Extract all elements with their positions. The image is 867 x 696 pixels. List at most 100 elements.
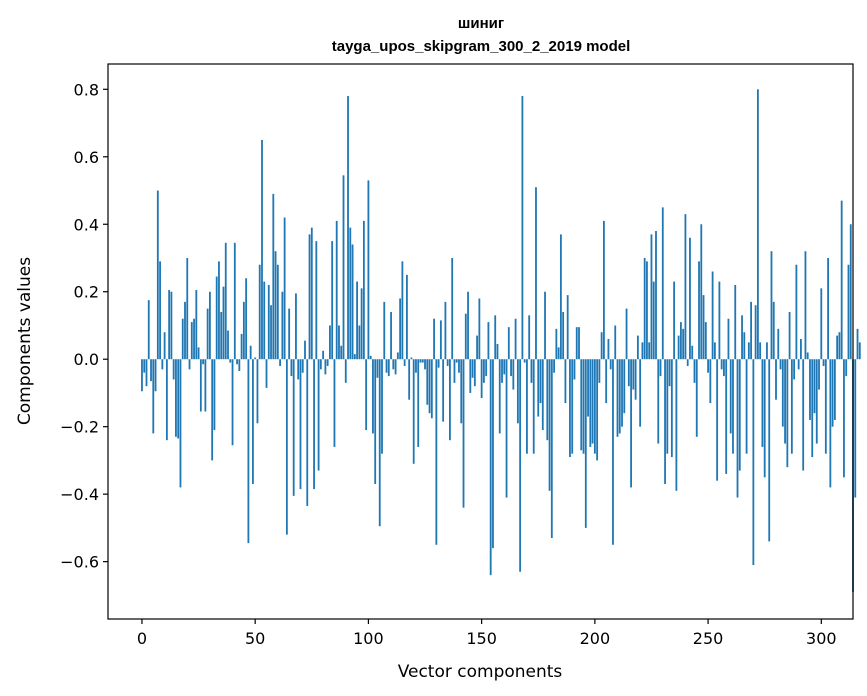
bar-component-236 [675, 359, 678, 491]
bar-component-297 [813, 359, 816, 414]
bar-component-254 [716, 359, 719, 481]
bar-component-221 [641, 342, 644, 360]
bar-component-275 [763, 359, 766, 478]
bar-component-113 [396, 352, 399, 360]
bar-component-135 [446, 359, 449, 366]
bar-component-136 [449, 359, 451, 441]
bar-component-14 [172, 359, 175, 380]
bar-component-199 [591, 359, 594, 444]
bar-component-276 [766, 342, 768, 360]
y-tick-label: −0.2 [60, 418, 99, 437]
bar-component-3 [147, 300, 150, 360]
bar-component-306 [833, 359, 836, 420]
bar-component-30 [208, 291, 211, 360]
bar-component-109 [387, 359, 390, 377]
bar-component-272 [756, 89, 759, 360]
bar-component-300 [820, 288, 823, 360]
bar-component-71 [301, 359, 304, 373]
bar-component-86 [335, 220, 338, 360]
bar-component-214 [625, 308, 628, 360]
bar-component-38 [227, 330, 229, 360]
bar-component-223 [646, 261, 648, 360]
bar-component-207 [609, 359, 612, 370]
bar-component-210 [616, 359, 619, 437]
bar-component-317 [858, 342, 861, 360]
bar-component-120 [412, 359, 415, 464]
bar-component-72 [304, 340, 306, 360]
bar-component-8 [159, 261, 161, 360]
bar-component-76 [313, 359, 315, 490]
bar-component-6 [154, 359, 157, 392]
bar-component-288 [793, 359, 796, 380]
bar-component-219 [636, 335, 639, 360]
bar-component-21 [188, 359, 191, 370]
bar-component-215 [627, 359, 630, 387]
bar-component-249 [704, 322, 707, 360]
bar-component-23 [193, 318, 195, 360]
bar-component-202 [598, 359, 601, 383]
bar-component-125 [424, 359, 426, 370]
bar-component-75 [310, 227, 313, 360]
bar-component-90 [344, 359, 347, 383]
bar-component-129 [433, 318, 435, 360]
bar-component-24 [195, 290, 198, 360]
bar-component-29 [206, 308, 209, 360]
bar-component-51 [256, 359, 259, 424]
bar-component-186 [562, 311, 565, 360]
bar-component-195 [582, 359, 585, 454]
bar-component-190 [571, 359, 574, 454]
bar-component-19 [184, 301, 186, 360]
bar-component-188 [566, 295, 569, 360]
bars-group [141, 89, 861, 593]
bar-component-63 [283, 217, 286, 360]
bar-component-117 [406, 274, 408, 360]
bar-component-156 [494, 315, 497, 360]
bar-component-0 [141, 359, 143, 392]
bar-component-1 [143, 359, 146, 373]
bar-component-270 [752, 359, 755, 566]
bar-component-250 [707, 359, 709, 373]
bar-component-158 [498, 359, 501, 434]
bar-component-11 [165, 359, 168, 441]
bar-component-33 [215, 276, 218, 360]
bar-component-132 [439, 320, 442, 360]
bar-component-289 [795, 264, 798, 360]
bar-component-137 [451, 258, 454, 360]
chart-title-line1: шиниг [458, 15, 504, 32]
bar-component-277 [768, 359, 771, 542]
bar-component-206 [607, 338, 610, 360]
bar-component-10 [163, 332, 166, 360]
bar-component-258 [725, 359, 728, 474]
bar-component-209 [614, 325, 617, 360]
bar-component-267 [745, 359, 748, 454]
bar-component-303 [827, 258, 829, 360]
bar-component-200 [593, 359, 596, 454]
bar-component-283 [781, 359, 784, 427]
bar-component-256 [720, 359, 723, 370]
bar-component-224 [648, 342, 651, 360]
y-tick-label: 0.4 [74, 215, 99, 234]
bar-component-150 [480, 359, 483, 399]
bar-component-293 [804, 251, 807, 360]
bar-component-240 [684, 214, 687, 360]
bar-component-59 [274, 251, 277, 360]
bar-component-280 [775, 359, 777, 400]
bar-component-247 [700, 224, 703, 360]
bar-component-93 [351, 244, 354, 360]
bar-component-124 [421, 359, 424, 363]
chart-title-line2: tayga_upos_skipgram_300_2_2019 model [332, 38, 631, 55]
bar-component-108 [385, 359, 388, 373]
bar-component-27 [202, 359, 205, 365]
bar-component-312 [847, 264, 850, 360]
bar-component-145 [469, 359, 472, 393]
bar-component-153 [487, 322, 490, 360]
bar-component-53 [261, 139, 263, 360]
bar-component-251 [709, 359, 712, 404]
bar-component-94 [353, 354, 356, 360]
bar-component-66 [290, 359, 293, 377]
bar-component-287 [790, 359, 793, 454]
bar-component-157 [496, 344, 499, 360]
bar-component-52 [258, 264, 261, 360]
bar-component-46 [245, 278, 248, 360]
